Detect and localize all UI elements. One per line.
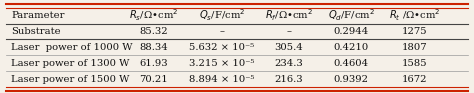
Text: 305.4: 305.4 [274,43,303,52]
Text: Substrate: Substrate [11,27,61,36]
Text: $R_s$/Ω•cm$^2$: $R_s$/Ω•cm$^2$ [129,8,178,23]
Text: Laser power of 1300 W: Laser power of 1300 W [11,59,129,68]
Text: 5.632 × 10⁻⁵: 5.632 × 10⁻⁵ [189,43,254,52]
Text: 1275: 1275 [402,27,428,36]
Text: –: – [219,27,224,36]
Text: 234.3: 234.3 [274,59,303,68]
Text: Laser  power of 1000 W: Laser power of 1000 W [11,43,133,52]
Text: 85.32: 85.32 [139,27,168,36]
Text: Parameter: Parameter [11,11,64,20]
Text: 0.9392: 0.9392 [334,75,369,84]
Text: 1672: 1672 [402,75,428,84]
Text: 88.34: 88.34 [139,43,168,52]
Text: Laser power of 1500 W: Laser power of 1500 W [11,75,129,84]
Text: 216.3: 216.3 [274,75,303,84]
Text: 1807: 1807 [402,43,428,52]
Text: $Q_s$/F/cm$^2$: $Q_s$/F/cm$^2$ [199,8,245,23]
Text: 3.215 × 10⁻⁵: 3.215 × 10⁻⁵ [189,59,255,68]
Text: $R_f$/Ω•cm$^2$: $R_f$/Ω•cm$^2$ [265,8,313,23]
Text: $R_t$ /Ω•cm$^2$: $R_t$ /Ω•cm$^2$ [389,8,441,23]
Text: 0.4210: 0.4210 [334,43,369,52]
Text: 0.4604: 0.4604 [334,59,369,68]
Text: 8.894 × 10⁻⁵: 8.894 × 10⁻⁵ [189,75,255,84]
Text: 61.93: 61.93 [139,59,168,68]
Text: –: – [286,27,292,36]
Text: $Q_d$/F/cm$^2$: $Q_d$/F/cm$^2$ [328,8,375,23]
Text: 70.21: 70.21 [139,75,168,84]
Text: 1585: 1585 [402,59,428,68]
Text: 0.2944: 0.2944 [334,27,369,36]
